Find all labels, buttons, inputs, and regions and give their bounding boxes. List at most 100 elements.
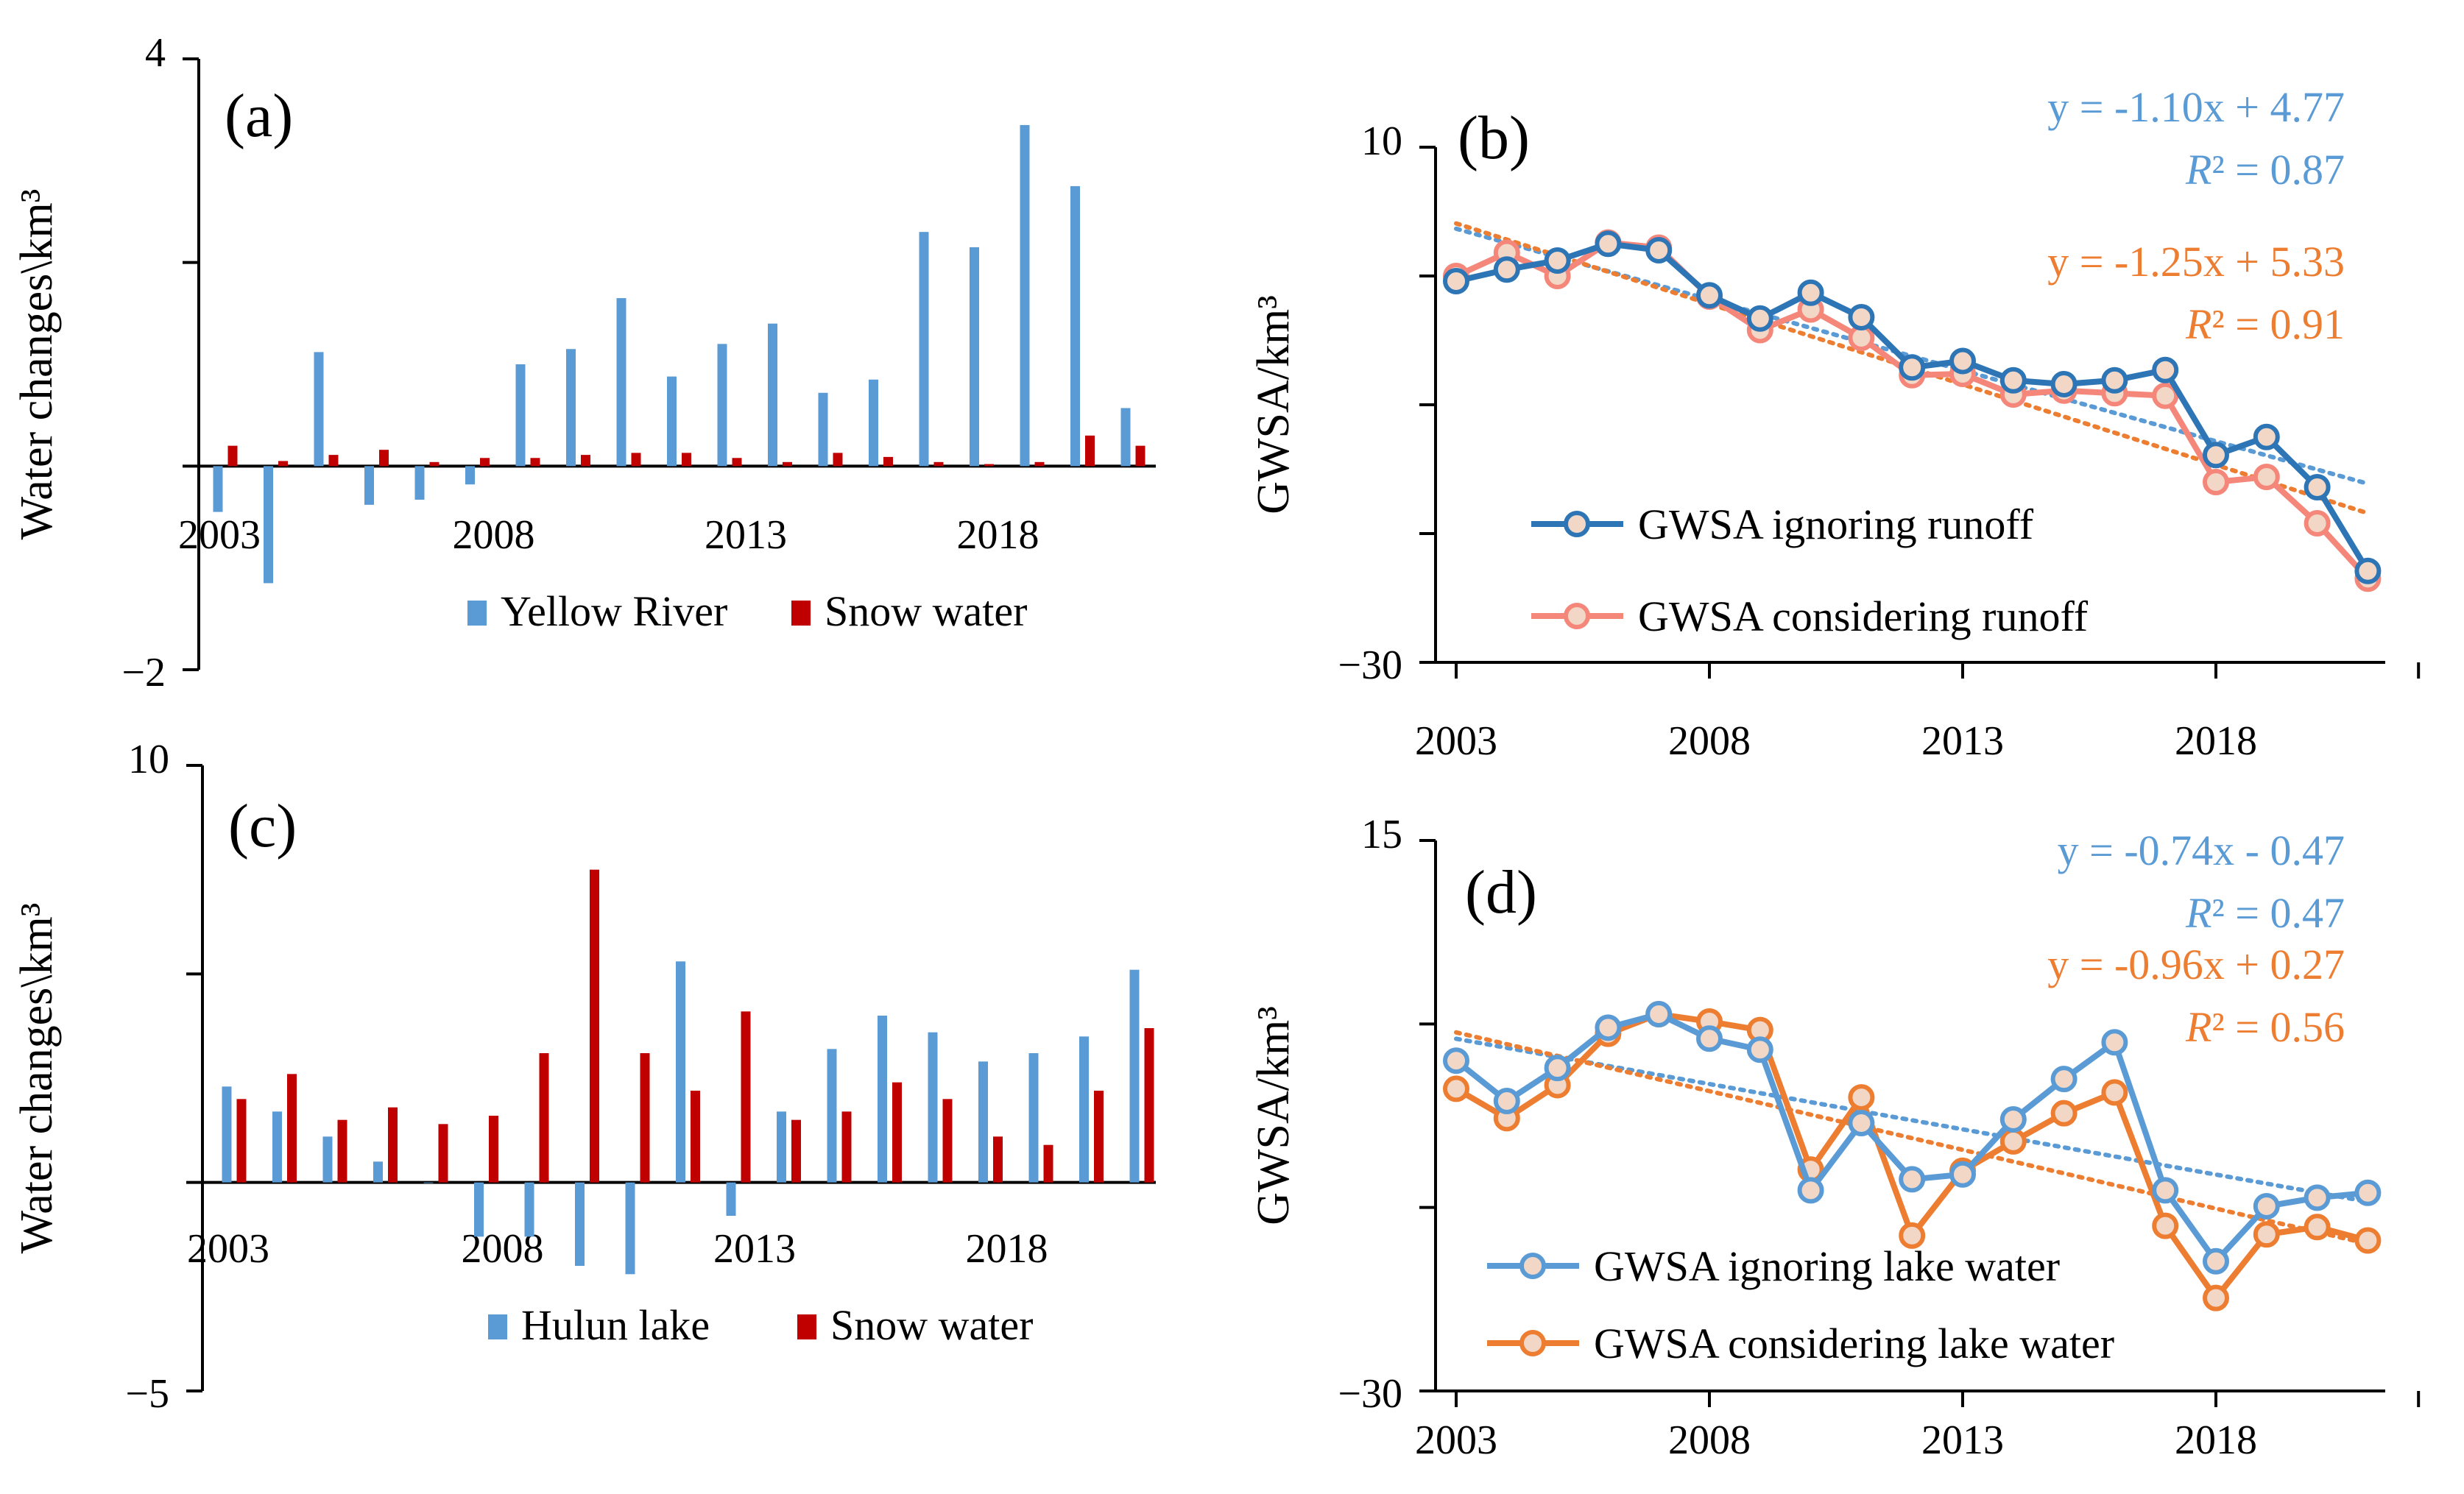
- y-tick-label: −30: [1338, 1371, 1402, 1417]
- y-tick-label: 15: [1361, 812, 1402, 857]
- data-point: [1595, 230, 1622, 258]
- x-tick-label: 2018: [957, 512, 1039, 558]
- data-point: [1848, 304, 1875, 330]
- y-tick-label: −5: [125, 1371, 169, 1417]
- bar-primary: [575, 1182, 585, 1266]
- data-point: [1999, 1127, 2027, 1155]
- data-point: [2152, 1177, 2179, 1204]
- trend-equation: y = -0.96x + 0.27: [2047, 941, 2345, 988]
- bar-snow-water: [438, 1124, 448, 1183]
- r-symbol: R: [2185, 1003, 2211, 1051]
- legend-swatch: [797, 1314, 816, 1339]
- data-point: [2203, 1247, 2229, 1275]
- bar-primary: [515, 364, 526, 467]
- bar-snow-water: [682, 453, 691, 467]
- legend-label: Hulun lake: [521, 1301, 710, 1349]
- x-tick-label: 2003: [187, 1226, 269, 1272]
- data-point: [2253, 1221, 2280, 1248]
- x-tick-label: 2013: [1921, 718, 2004, 764]
- r-value: ² = 0.87: [2211, 146, 2345, 194]
- bar-snow-water: [741, 1011, 751, 1183]
- data-point: [2304, 1184, 2331, 1211]
- legend-label: GWSA considering lake water: [1594, 1320, 2114, 1367]
- data-point: [1848, 1109, 1875, 1136]
- r-symbol: R: [2185, 300, 2211, 348]
- data-point: [1999, 1105, 2027, 1133]
- data-point: [1797, 1177, 1824, 1204]
- y-tick-label: −2: [121, 650, 166, 695]
- data-point: [1848, 1084, 1875, 1111]
- bar-snow-water: [379, 450, 389, 467]
- bar-snow-water: [783, 461, 792, 467]
- data-point: [1746, 1036, 1773, 1063]
- trend-r2: R² = 0.56: [2185, 1003, 2345, 1051]
- data-point: [1696, 282, 1723, 309]
- data-point: [1595, 1014, 1622, 1041]
- trend-r2: R² = 0.47: [2185, 889, 2345, 937]
- bar-snow-water: [388, 1107, 398, 1183]
- panel-label: (a): [225, 82, 293, 150]
- legend-marker: [1564, 603, 1590, 629]
- bar-primary: [717, 344, 727, 467]
- bar-primary: [1028, 1053, 1039, 1183]
- data-point: [2253, 464, 2280, 490]
- trend-equation: y = -1.25x + 5.33: [2047, 238, 2345, 286]
- bar-snow-water: [833, 453, 843, 467]
- bar-primary: [869, 379, 878, 467]
- trend-equation: y = -0.74x - 0.47: [2058, 826, 2345, 874]
- bar-primary: [878, 1016, 887, 1183]
- data-point: [2101, 1029, 2128, 1056]
- data-point: [1899, 1166, 1926, 1193]
- bar-snow-water: [984, 464, 994, 467]
- bar-primary: [272, 1111, 282, 1183]
- bar-snow-water: [942, 1099, 953, 1183]
- bar-snow-water: [691, 1091, 700, 1183]
- y-tick-label: 4: [145, 30, 166, 76]
- data-point: [1493, 1088, 1520, 1115]
- bar-snow-water: [530, 458, 540, 467]
- legend-label: Snow water: [825, 587, 1027, 635]
- bar-primary: [222, 1086, 232, 1183]
- bar-snow-water: [1034, 461, 1045, 467]
- bar-primary: [465, 466, 475, 485]
- bar-snow-water: [1135, 445, 1145, 467]
- data-point: [1645, 237, 1673, 263]
- bar-snow-water: [236, 1099, 247, 1183]
- bar-snow-water: [892, 1082, 902, 1183]
- bar-primary: [474, 1182, 484, 1237]
- bar-snow-water: [227, 445, 238, 467]
- bar-snow-water: [287, 1074, 297, 1183]
- bar-snow-water: [581, 455, 590, 467]
- panel-label: (c): [228, 792, 297, 860]
- data-point: [2101, 1079, 2128, 1106]
- bar-primary: [978, 1061, 988, 1183]
- bar-primary: [919, 232, 929, 467]
- bar-snow-water: [1094, 1091, 1104, 1183]
- x-tick-label: 2018: [966, 1226, 1048, 1272]
- y-tick-label: 10: [1361, 118, 1402, 164]
- data-point: [1493, 256, 1520, 283]
- bar-primary: [1070, 185, 1080, 467]
- data-point: [2203, 442, 2229, 469]
- legend-label: GWSA ignoring lake water: [1594, 1242, 2060, 1290]
- bar-primary: [1079, 1036, 1089, 1183]
- data-point: [1999, 367, 2027, 394]
- bar-snow-water: [480, 458, 490, 467]
- y-axis-label: GWSA/km³: [1249, 1006, 1299, 1225]
- bar-primary: [1020, 124, 1030, 467]
- data-point: [2050, 371, 2078, 397]
- bar-primary: [364, 466, 374, 505]
- bar-primary: [827, 1049, 837, 1183]
- legend-swatch: [791, 601, 811, 626]
- chart-b: 10 −30 2003 2008 2013 2018 GWSA/km³ (b) y = -1.1…: [1249, 83, 2421, 764]
- data-point: [2304, 1214, 2331, 1241]
- bar-primary: [314, 352, 324, 467]
- bar-primary: [625, 1182, 635, 1275]
- data-point: [1797, 279, 1824, 306]
- data-point: [2050, 1066, 2078, 1093]
- chart-a: 4 −2 2003 2008 2013 2018 Water changes\km³ (a) Y…: [12, 30, 1156, 695]
- bar-primary: [322, 1136, 333, 1183]
- legend-label: GWSA considering runoff: [1638, 592, 2089, 640]
